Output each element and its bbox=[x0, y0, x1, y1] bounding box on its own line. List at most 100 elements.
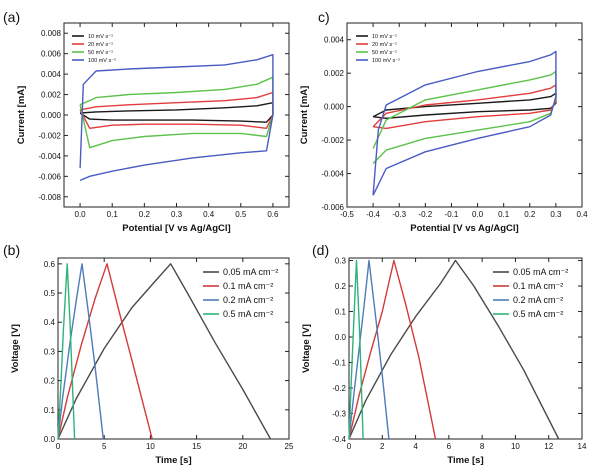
x-tick-label: 0.4 bbox=[203, 210, 215, 219]
y-tick-label: -0.3 bbox=[332, 410, 346, 419]
x-tick-label: 4 bbox=[413, 442, 418, 451]
x-tick-label: 5 bbox=[102, 442, 107, 451]
x-tick-label: 0.3 bbox=[171, 210, 183, 219]
y-tick-label: 0.000 bbox=[41, 111, 62, 120]
legend-label: 0.1 mA cm⁻² bbox=[223, 281, 273, 291]
legend-label: 0.5 mA cm⁻² bbox=[513, 309, 563, 319]
y-tick-label: 0.2 bbox=[44, 377, 56, 386]
plot-frame bbox=[348, 257, 583, 440]
series-line-3 bbox=[79, 54, 274, 182]
plot-frame bbox=[57, 257, 290, 440]
x-tick-label: 0 bbox=[56, 442, 61, 451]
x-tick-label: 15 bbox=[192, 442, 201, 451]
y-tick-label: -0.008 bbox=[38, 193, 61, 202]
y-tick-label: 0.4 bbox=[44, 318, 56, 327]
chart-panel-1: c) -0.5 -0.4 -0.3 -0.2 -0.1 0.0 0.1 0.2 0.3 0.4 -0.… bbox=[299, 9, 588, 234]
y-tick-label: 0.0 bbox=[44, 435, 56, 444]
x-tick-label: 0.0 bbox=[472, 210, 484, 219]
legend-label: 10 mV s⁻¹ bbox=[372, 34, 397, 40]
y-axis-title: Current [mA] bbox=[299, 86, 310, 145]
x-tick-label: -0.1 bbox=[445, 210, 459, 219]
legend-label: 20 mV s⁻¹ bbox=[372, 42, 397, 48]
series-line-2 bbox=[79, 76, 274, 149]
y-tick-label: -0.2 bbox=[332, 384, 346, 393]
legend: 10 mV s⁻¹ 20 mV s⁻¹ 50 mV s⁻¹ 100 mV s⁻¹ bbox=[72, 34, 116, 64]
legend: 0.05 mA cm⁻² 0.1 mA cm⁻² 0.2 mA cm⁻² 0.5 mA… bbox=[493, 267, 568, 319]
x-tick-label: -0.5 bbox=[340, 210, 354, 219]
y-tick-label: 0.008 bbox=[41, 29, 62, 38]
x-tick-label: 0.4 bbox=[576, 210, 588, 219]
legend-label: 50 mV s⁻¹ bbox=[372, 50, 397, 56]
x-tick-label: 0.2 bbox=[139, 210, 151, 219]
y-tick-label: 0.3 bbox=[335, 257, 347, 266]
y-tick-label: 0.002 bbox=[324, 69, 345, 78]
x-axis-title: Time [s] bbox=[155, 455, 191, 466]
legend-label: 20 mV s⁻¹ bbox=[88, 42, 113, 48]
legend-label: 0.1 mA cm⁻² bbox=[513, 281, 563, 291]
chart-panel-0: (a) 0.0 0.1 0.2 0.3 0.4 0.5 0.6 -0.008 -0.006 -0.0… bbox=[3, 9, 290, 234]
series-line-3 bbox=[348, 259, 364, 440]
legend-label: 0.05 mA cm⁻² bbox=[513, 267, 568, 277]
y-tick-label: 0.2 bbox=[335, 282, 347, 291]
x-tick-label: 0.1 bbox=[498, 210, 510, 219]
x-tick-label: 0.2 bbox=[524, 210, 536, 219]
legend-label: 100 mV s⁻¹ bbox=[88, 58, 116, 64]
y-tick-label: 0.5 bbox=[44, 289, 56, 298]
x-tick-label: 0.5 bbox=[235, 210, 247, 219]
legend-label: 50 mV s⁻¹ bbox=[88, 50, 113, 56]
series-line-3 bbox=[57, 263, 76, 440]
y-tick-label: 0.1 bbox=[335, 308, 347, 317]
x-tick-label: 0.6 bbox=[267, 210, 279, 219]
series-line-0 bbox=[348, 259, 560, 440]
legend: 0.05 mA cm⁻² 0.1 mA cm⁻² 0.2 mA cm⁻² 0.5 mA… bbox=[203, 267, 278, 319]
y-tick-label: -0.006 bbox=[38, 172, 61, 181]
legend-label: 100 mV s⁻¹ bbox=[372, 58, 400, 64]
plot-frame bbox=[346, 22, 583, 208]
series-line-2 bbox=[348, 259, 390, 440]
y-tick-label: 0.004 bbox=[324, 36, 345, 45]
y-tick-label: -0.006 bbox=[321, 203, 344, 212]
series-line-2 bbox=[57, 263, 104, 440]
y-tick-label: 0.004 bbox=[41, 70, 62, 79]
series-line-3 bbox=[372, 50, 557, 196]
y-axis-title: Voltage [V] bbox=[301, 324, 312, 373]
x-tick-label: 10 bbox=[146, 442, 155, 451]
y-tick-label: 0.3 bbox=[44, 347, 56, 356]
chart-panel-2: (b) 0 5 10 15 20 25 0.0 0.1 0.2 0.3 0.4 0.5 0.6 Time [… bbox=[3, 242, 294, 466]
y-tick-label: -0.004 bbox=[321, 170, 344, 179]
series-line-1 bbox=[57, 263, 153, 440]
y-tick-label: -0.004 bbox=[38, 152, 61, 161]
chart-panel-3: (d) 0 2 4 6 8 10 12 14 -0.4 -0.3 -0.2 -0.1 0.0 0.1 0.2 0… bbox=[301, 242, 587, 466]
legend-label: 0.5 mA cm⁻² bbox=[223, 309, 273, 319]
x-axis-title: Time [s] bbox=[447, 455, 483, 466]
y-tick-label: -0.4 bbox=[332, 435, 346, 444]
x-tick-label: -0.2 bbox=[418, 210, 432, 219]
y-axis-title: Current [mA] bbox=[16, 86, 27, 145]
y-tick-label: 0.000 bbox=[324, 103, 345, 112]
y-tick-label: -0.002 bbox=[38, 131, 61, 140]
x-tick-label: 0.1 bbox=[107, 210, 119, 219]
x-tick-label: 14 bbox=[578, 442, 587, 451]
y-axis-title: Voltage [V] bbox=[10, 324, 21, 373]
legend-label: 0.2 mA cm⁻² bbox=[513, 295, 563, 305]
x-tick-label: 10 bbox=[511, 442, 520, 451]
panel-label: c) bbox=[318, 9, 330, 25]
x-tick-label: 0 bbox=[347, 442, 352, 451]
x-tick-label: 12 bbox=[544, 442, 553, 451]
x-tick-label: -0.3 bbox=[392, 210, 406, 219]
x-tick-label: 25 bbox=[285, 442, 294, 451]
legend-label: 10 mV s⁻¹ bbox=[88, 34, 113, 40]
legend-label: 0.05 mA cm⁻² bbox=[223, 267, 278, 277]
series-line-0 bbox=[57, 263, 272, 440]
y-tick-label: -0.002 bbox=[321, 136, 344, 145]
y-tick-label: 0.6 bbox=[44, 260, 56, 269]
x-tick-label: 6 bbox=[447, 442, 452, 451]
panel-label: (b) bbox=[3, 242, 20, 258]
x-axis-title: Potential [V vs Ag/AgCl] bbox=[410, 223, 518, 234]
x-tick-label: 20 bbox=[238, 442, 247, 451]
y-tick-label: 0.0 bbox=[335, 333, 347, 342]
legend-label: 0.2 mA cm⁻² bbox=[223, 295, 273, 305]
panel-label: (a) bbox=[3, 9, 20, 25]
